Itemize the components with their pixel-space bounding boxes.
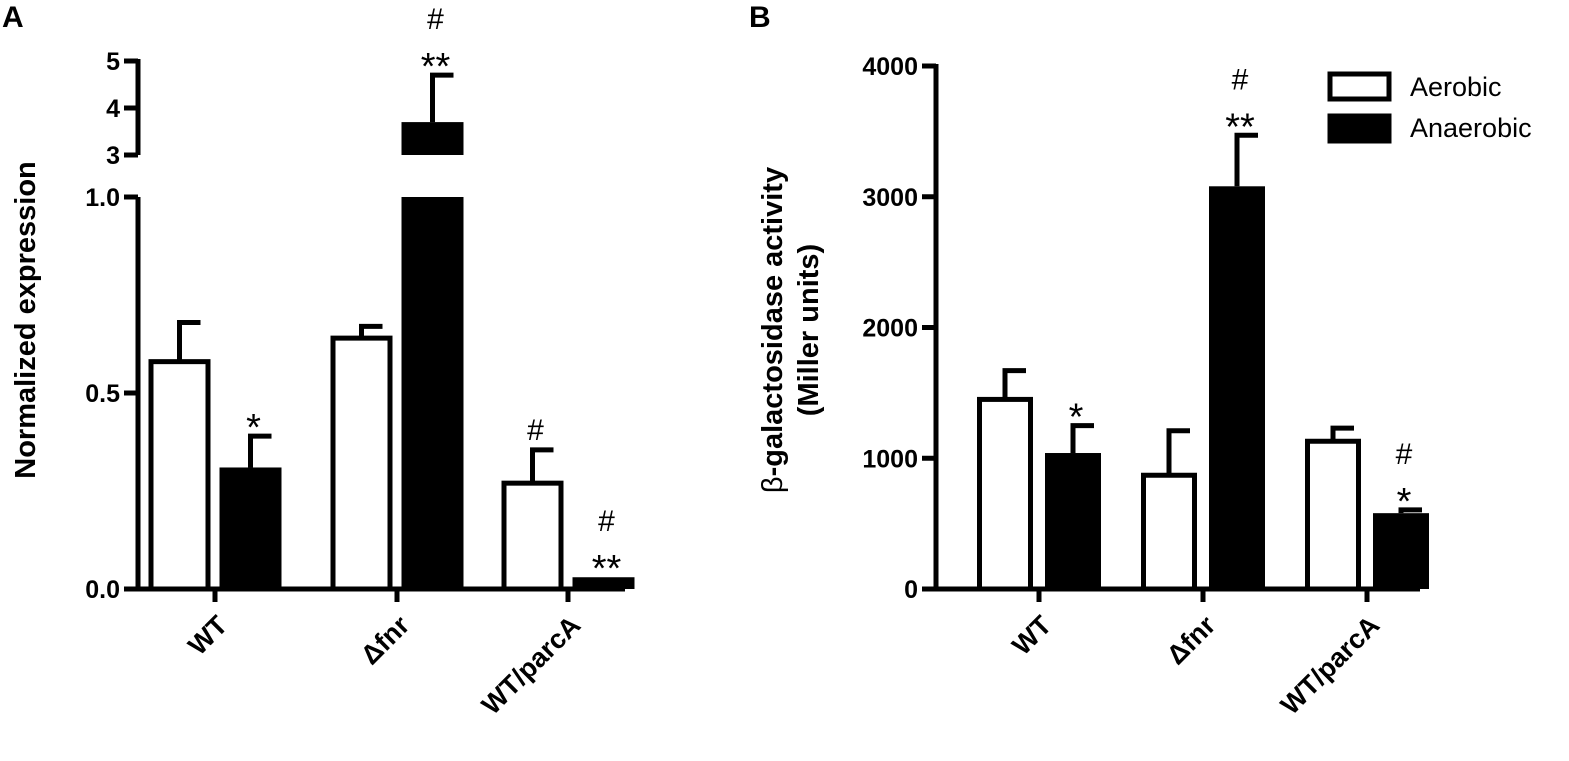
panel-a-y-tick-label: 4 [106, 95, 120, 123]
panel-b-category-label-fnr: Δfnr [1161, 610, 1222, 671]
panel-a-y-tick-label: 5 [106, 48, 120, 76]
panel-b-category-label-wt: WT [1006, 610, 1057, 661]
panel-b-y-tick-label: 3000 [862, 184, 918, 212]
panel-b-significance-mark: ** [1225, 106, 1255, 148]
panel-b-category-label-wt-parca: WT/parcA [1275, 610, 1385, 720]
panel-b-y-tick-label: 0 [904, 576, 918, 604]
panel-b-bar-anaerobic-wt [1045, 453, 1101, 589]
panel-b-ylabel-prefix: β [757, 476, 789, 493]
panel-b-bar-anaerobic-fnr [1209, 186, 1265, 590]
legend-anaerobic-swatch [1327, 113, 1392, 144]
panel-b-significance-mark: # [1232, 63, 1249, 96]
panel-b-significance-mark: * [1069, 397, 1084, 439]
panel-b-bar-aerobic-wt-parca [1305, 438, 1361, 592]
panel-a-category-label-fnr: Δfnr [355, 610, 416, 671]
panel-a-significance-mark: # [598, 505, 615, 538]
panel-b-y-tick-label: 2000 [862, 315, 918, 343]
panel-a-bar-anaerobic-fnr-lower [401, 197, 464, 589]
panel-a-bar-aerobic-wt [148, 359, 211, 592]
panel-a-ylabel: Normalized expression [10, 161, 42, 479]
panel-a-y-tick-label: 1.0 [85, 184, 120, 212]
panel-a-significance-mark: # [427, 3, 444, 36]
panel-a-bar-anaerobic-wt [219, 467, 282, 589]
legend-aerobic-swatch [1327, 71, 1392, 102]
panel-a-bar-anaerobic-wt-parca [572, 577, 635, 589]
panel-a-bar-anaerobic-fnr-upper [401, 122, 464, 155]
panel-a-bar-aerobic-fnr [330, 335, 393, 592]
panel-b-significance-mark: # [1396, 438, 1413, 471]
panel-a-significance-mark: ** [421, 46, 451, 88]
panel-b-letter: B [749, 1, 771, 34]
legend: Aerobic Anaerobic [1327, 71, 1532, 144]
panel-a-y-tick-label: 0.5 [85, 380, 120, 408]
panel-a-significance-mark: ** [592, 548, 622, 590]
panel-b-ylabel: β-galactosidase activity [757, 167, 789, 493]
panel-a-category-label-wt: WT [182, 610, 233, 661]
panel-b-bar-aerobic-wt [977, 396, 1033, 592]
panel-b-bar-anaerobic-wt-parca [1373, 513, 1429, 589]
legend-anaerobic-label: Anaerobic [1410, 113, 1532, 143]
panel-a-significance-mark: * [246, 407, 261, 449]
panel-a-bar-aerobic-wt-parca [501, 480, 564, 592]
panel-a-letter: A [2, 1, 24, 34]
panel-a-y-tick-label: 3 [106, 142, 120, 170]
panel-b-ylabel-line2: (Miller units) [793, 244, 825, 416]
legend-aerobic-label: Aerobic [1410, 72, 1502, 102]
panel-b-ylabel-main: -galactosidase activity [757, 167, 789, 476]
panel-a-y-tick-label: 0.0 [85, 576, 120, 604]
panel-a-significance-mark: # [527, 414, 544, 447]
panel-a-category-label-wt-parca: WT/parcA [476, 610, 586, 720]
panel-b-significance-mark: * [1397, 481, 1412, 523]
panel-b-y-tick-label: 1000 [862, 445, 918, 473]
panel-b-bar-aerobic-fnr [1141, 472, 1197, 592]
panel-b-y-tick-label: 4000 [862, 53, 918, 81]
